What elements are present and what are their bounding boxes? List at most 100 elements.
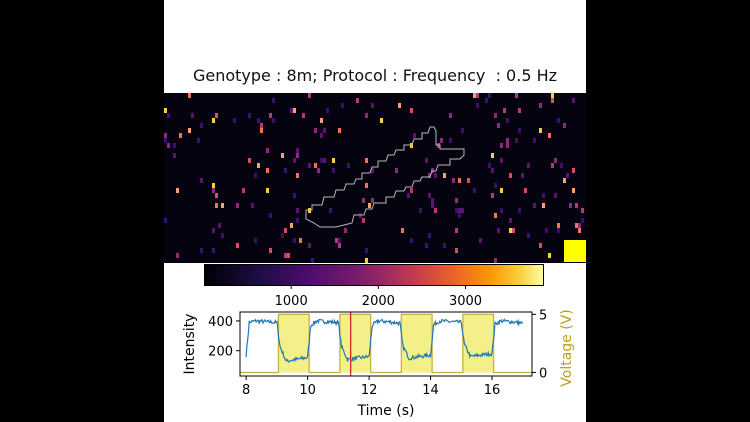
heatmap-pixel <box>284 253 287 258</box>
heatmap-pixel <box>455 248 458 253</box>
heatmap-pixel <box>455 198 458 203</box>
heatmap-pixel <box>440 138 443 143</box>
heatmap-pixel <box>506 118 509 123</box>
heatmap-pixel <box>338 128 341 133</box>
x-tick-label: 8 <box>242 383 250 398</box>
y2-axis-label: Voltage (V) <box>559 309 575 386</box>
heatmap-pixel <box>458 208 461 213</box>
heatmap-pixel <box>497 228 500 233</box>
heatmap-pixel <box>341 103 344 108</box>
heatmap-pixel <box>455 228 458 233</box>
time-series-plot: 8 10 12 14 16 200 400 0 5 Time (s) Intensity Voltag… <box>182 308 575 419</box>
heatmap-pixel <box>485 98 488 103</box>
heatmap-pixel <box>368 203 371 208</box>
heatmap-pixel <box>563 178 566 183</box>
heatmap-pixel <box>527 233 530 238</box>
heatmap-pixel <box>419 208 422 213</box>
heatmap-pixel <box>320 118 323 123</box>
y-axis-label: Intensity <box>182 314 198 375</box>
heatmap-pixel <box>512 228 515 233</box>
heatmap-pixel <box>473 93 476 98</box>
heatmap-pixel <box>458 178 461 183</box>
heatmap-pixel <box>293 158 296 163</box>
heatmap-pixel <box>449 138 452 143</box>
heatmap-pixel <box>191 113 194 118</box>
heatmap-pixel <box>578 223 581 228</box>
heatmap-pixel <box>308 163 311 168</box>
stimulus-pulse <box>278 314 310 373</box>
heatmap-pixel <box>188 93 191 98</box>
heatmap-pixel <box>521 173 524 178</box>
heatmap-pixel <box>518 208 521 213</box>
heatmap-pixel <box>272 98 275 103</box>
heatmap-pixel <box>221 203 224 208</box>
heatmap-pixel <box>365 248 368 253</box>
heatmap-pixel <box>269 248 272 253</box>
heatmap-pixel <box>296 148 299 153</box>
heatmap-pixel <box>443 173 446 178</box>
heatmap-pixel <box>293 238 296 243</box>
heatmap-pixel <box>500 158 503 163</box>
heatmap-pixel <box>428 173 431 178</box>
heatmap-pixel <box>548 253 551 258</box>
heatmap-pixel <box>173 143 176 148</box>
heatmap-pixel <box>527 163 530 168</box>
heatmap-pixel <box>467 178 470 183</box>
figure-panel: Genotype : 8m; Protocol : Frequency : 0.… <box>164 0 586 422</box>
heatmap-pixel <box>455 208 458 213</box>
heatmap-pixel <box>500 208 503 213</box>
intensity-series <box>245 318 524 364</box>
x-axis-label: Time (s) <box>357 403 415 419</box>
heatmap-pixel <box>563 123 566 128</box>
heatmap-pixel <box>542 203 545 208</box>
heatmap-pixel <box>218 223 221 228</box>
heatmap-pixel <box>425 158 428 163</box>
heatmap-pixel <box>215 203 218 208</box>
heatmap-pixel <box>281 153 284 158</box>
heatmap-pixel <box>221 233 224 238</box>
heatmap-pixel <box>434 173 437 178</box>
heatmap-pixel <box>398 103 401 108</box>
heatmap-pixel <box>197 138 200 143</box>
heatmap-pixel <box>371 198 374 203</box>
heatmap-pixel <box>308 93 311 98</box>
heatmap-pixel <box>410 238 413 243</box>
heatmap-pixel <box>290 108 293 113</box>
heatmap-pixel <box>551 163 554 168</box>
heatmap-pixel <box>236 203 239 208</box>
x-tick-label: 10 <box>299 383 316 398</box>
heatmap-pixel <box>575 203 578 208</box>
heatmap-pixel <box>362 218 365 223</box>
heatmap-pixel <box>236 243 239 248</box>
heatmap-pixel <box>317 168 320 173</box>
heatmap-pixel <box>443 243 446 248</box>
heatmap-pixel <box>299 238 302 243</box>
heatmap-pixel <box>272 118 275 123</box>
heatmap-pixel <box>518 108 521 113</box>
heatmap-pixel <box>407 193 410 198</box>
heatmap-pixel <box>365 113 368 118</box>
heatmap-pixel <box>302 113 305 118</box>
heatmap-pixel <box>212 183 215 188</box>
heatmap-pixel <box>176 188 179 193</box>
x-tick-label: 12 <box>361 383 378 398</box>
heatmap-pixel <box>332 158 335 163</box>
heatmap-pixel <box>323 158 326 163</box>
heatmap-pixel <box>188 128 191 133</box>
heatmap-pixel <box>164 218 167 223</box>
heatmap-pixel <box>248 113 251 118</box>
colorbar-tick-label: 2000 <box>362 294 395 309</box>
heatmap-pixel <box>266 188 269 193</box>
heatmap-pixel <box>266 168 269 173</box>
heatmap-pixel <box>365 258 368 263</box>
heatmap-pixel <box>524 188 527 193</box>
heatmap-pixel <box>494 113 497 118</box>
stimulus-pulse <box>462 314 494 373</box>
heatmap-pixel <box>335 238 338 243</box>
heatmap-pixel <box>494 258 497 263</box>
heatmap-pixel <box>290 223 293 228</box>
heatmap-pixel <box>329 208 332 213</box>
heatmap-pixel <box>371 103 374 108</box>
heatmap-pixel <box>320 158 323 163</box>
heatmap-pixel <box>428 193 431 198</box>
